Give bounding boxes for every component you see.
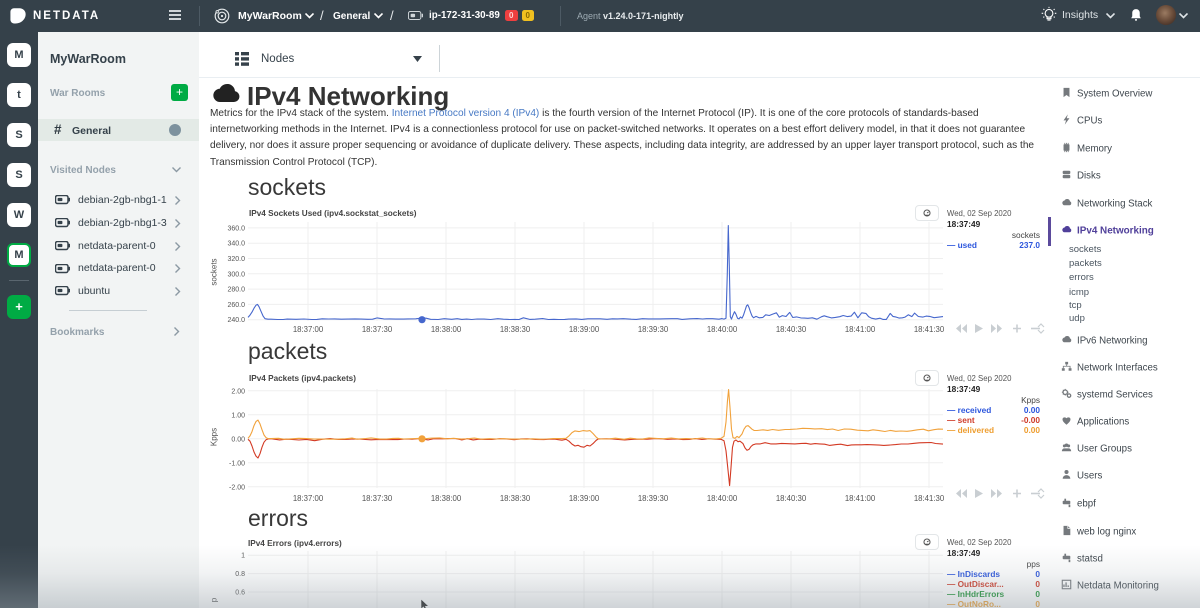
svg-text:18:37:00: 18:37:00 [293,494,324,503]
svg-text:18:39:30: 18:39:30 [638,325,669,334]
svg-text:18:37:00: 18:37:00 [293,325,324,334]
svg-text:260.0: 260.0 [227,302,245,309]
svg-text:18:37:30: 18:37:30 [362,325,393,334]
svg-text:340.0: 340.0 [227,241,245,248]
svg-text:1: 1 [241,553,245,560]
svg-text:18:40:30: 18:40:30 [776,325,807,334]
svg-text:18:39:00: 18:39:00 [569,494,600,503]
svg-text:0.8: 0.8 [235,571,245,578]
svg-text:Kpps: Kpps [210,428,219,446]
svg-text:p: p [210,597,219,602]
svg-text:18:39:30: 18:39:30 [638,494,669,503]
svg-text:18:38:00: 18:38:00 [431,325,462,334]
svg-text:0.00: 0.00 [231,436,245,443]
svg-text:-1.00: -1.00 [229,460,245,467]
svg-text:18:41:00: 18:41:00 [845,494,876,503]
svg-text:1.00: 1.00 [231,412,245,419]
svg-text:18:38:30: 18:38:30 [500,494,531,503]
svg-text:2.00: 2.00 [231,388,245,395]
svg-text:18:40:30: 18:40:30 [776,494,807,503]
svg-text:sockets: sockets [210,258,219,285]
svg-text:280.0: 280.0 [227,287,245,294]
svg-text:-2.00: -2.00 [229,484,245,491]
svg-text:18:40:00: 18:40:00 [707,325,738,334]
svg-text:18:37:30: 18:37:30 [362,494,393,503]
svg-text:360.0: 360.0 [227,225,245,232]
svg-text:18:40:00: 18:40:00 [707,494,738,503]
svg-text:0.6: 0.6 [235,590,245,597]
svg-text:18:41:30: 18:41:30 [914,494,945,503]
svg-text:18:41:30: 18:41:30 [914,325,945,334]
svg-text:18:41:00: 18:41:00 [845,325,876,334]
svg-text:18:38:00: 18:38:00 [431,494,462,503]
svg-text:18:39:00: 18:39:00 [569,325,600,334]
svg-text:18:38:30: 18:38:30 [500,325,531,334]
svg-text:240.0: 240.0 [227,317,245,324]
svg-text:320.0: 320.0 [227,256,245,263]
svg-text:300.0: 300.0 [227,271,245,278]
